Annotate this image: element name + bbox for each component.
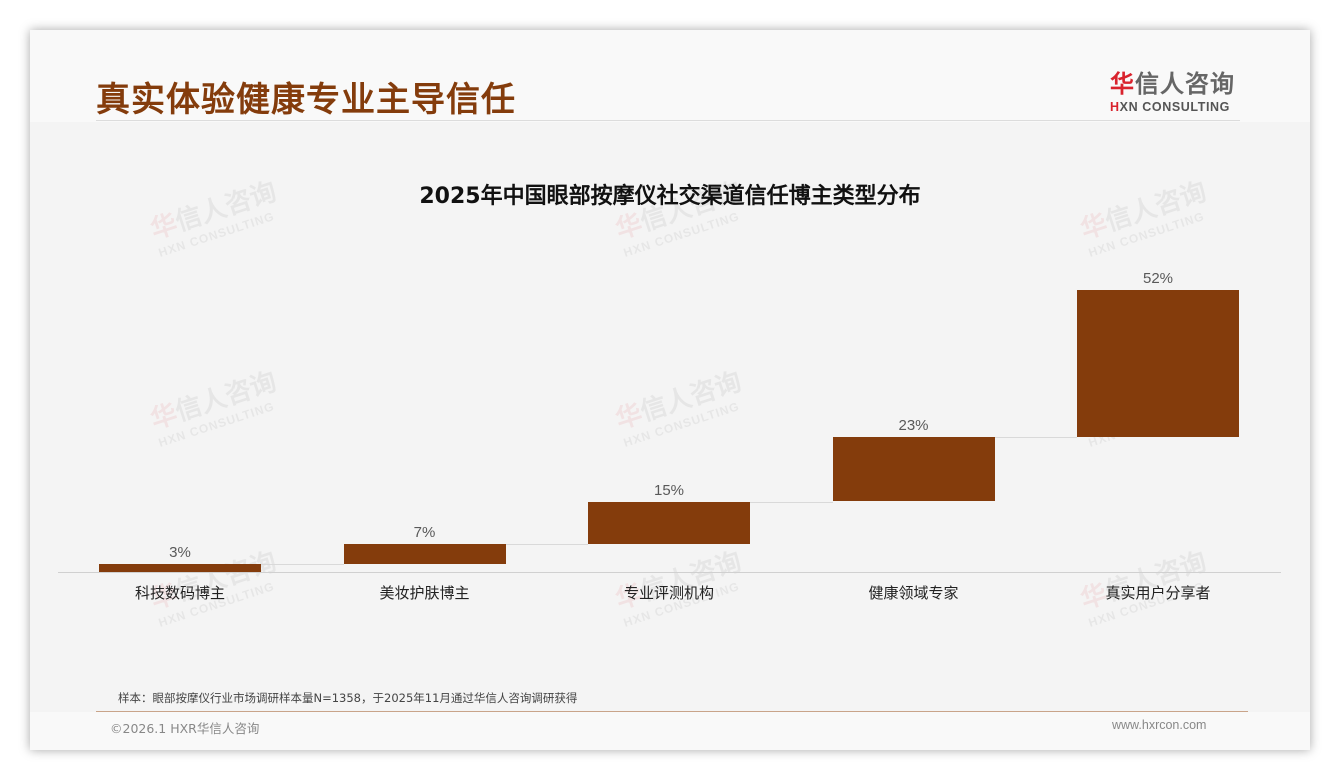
data-label: 3% xyxy=(169,543,191,561)
data-label: 15% xyxy=(653,481,685,499)
footer-divider xyxy=(96,711,1248,712)
bar-2 xyxy=(343,543,506,564)
connector-line xyxy=(505,543,588,545)
connector-line xyxy=(994,436,1077,438)
logo-en: HXN CONSULTING xyxy=(1110,100,1230,114)
brand-logo: 华信人咨询 HXN CONSULTING xyxy=(1110,64,1240,114)
x-axis-line xyxy=(58,572,1281,573)
chart-title: 2025年中国眼部按摩仪社交渠道信任博主类型分布 xyxy=(419,184,921,209)
data-label: 7% xyxy=(413,523,436,541)
footer-band xyxy=(30,712,1310,750)
copyright-text: ©2026.1 HXR华信人咨询 xyxy=(110,721,260,736)
category-label: 健康领域专家 xyxy=(868,584,959,602)
connector-line xyxy=(750,501,833,503)
category-label: 科技数码博主 xyxy=(134,584,225,602)
header-band xyxy=(30,30,1310,122)
data-label: 23% xyxy=(898,416,929,434)
page-title: 真实体验健康专业主导信任 xyxy=(96,80,516,120)
connector-line xyxy=(261,563,344,565)
data-label: 52% xyxy=(1142,270,1174,287)
category-label: 美妆护肤博主 xyxy=(379,584,470,602)
bar-5 xyxy=(1077,290,1239,437)
category-label: 真实用户分享者 xyxy=(1105,584,1211,602)
website-link[interactable]: www.hxrcon.com xyxy=(1112,718,1207,732)
title-divider xyxy=(96,120,1240,121)
bar-4 xyxy=(832,436,995,502)
bar-3 xyxy=(588,501,750,544)
bar-1 xyxy=(99,563,261,572)
category-label: 专业评测机构 xyxy=(623,584,714,602)
logo-cn: 华信人咨询 xyxy=(1110,70,1235,98)
waterfall-chart: 3% 科技数码博主 7% 美妆护肤博主 15% 专业评测机构 23% 健康领域专家 52% 真实用… xyxy=(30,30,1310,750)
slide: 真实体验健康专业主导信任 华信人咨询 HXN CONSULTING 华信人咨询 H… xyxy=(30,30,1310,750)
sample-note: 样本：眼部按摩仪行业市场调研样本量N=1358，于2025年11月通过华信人咨询… xyxy=(118,691,578,705)
